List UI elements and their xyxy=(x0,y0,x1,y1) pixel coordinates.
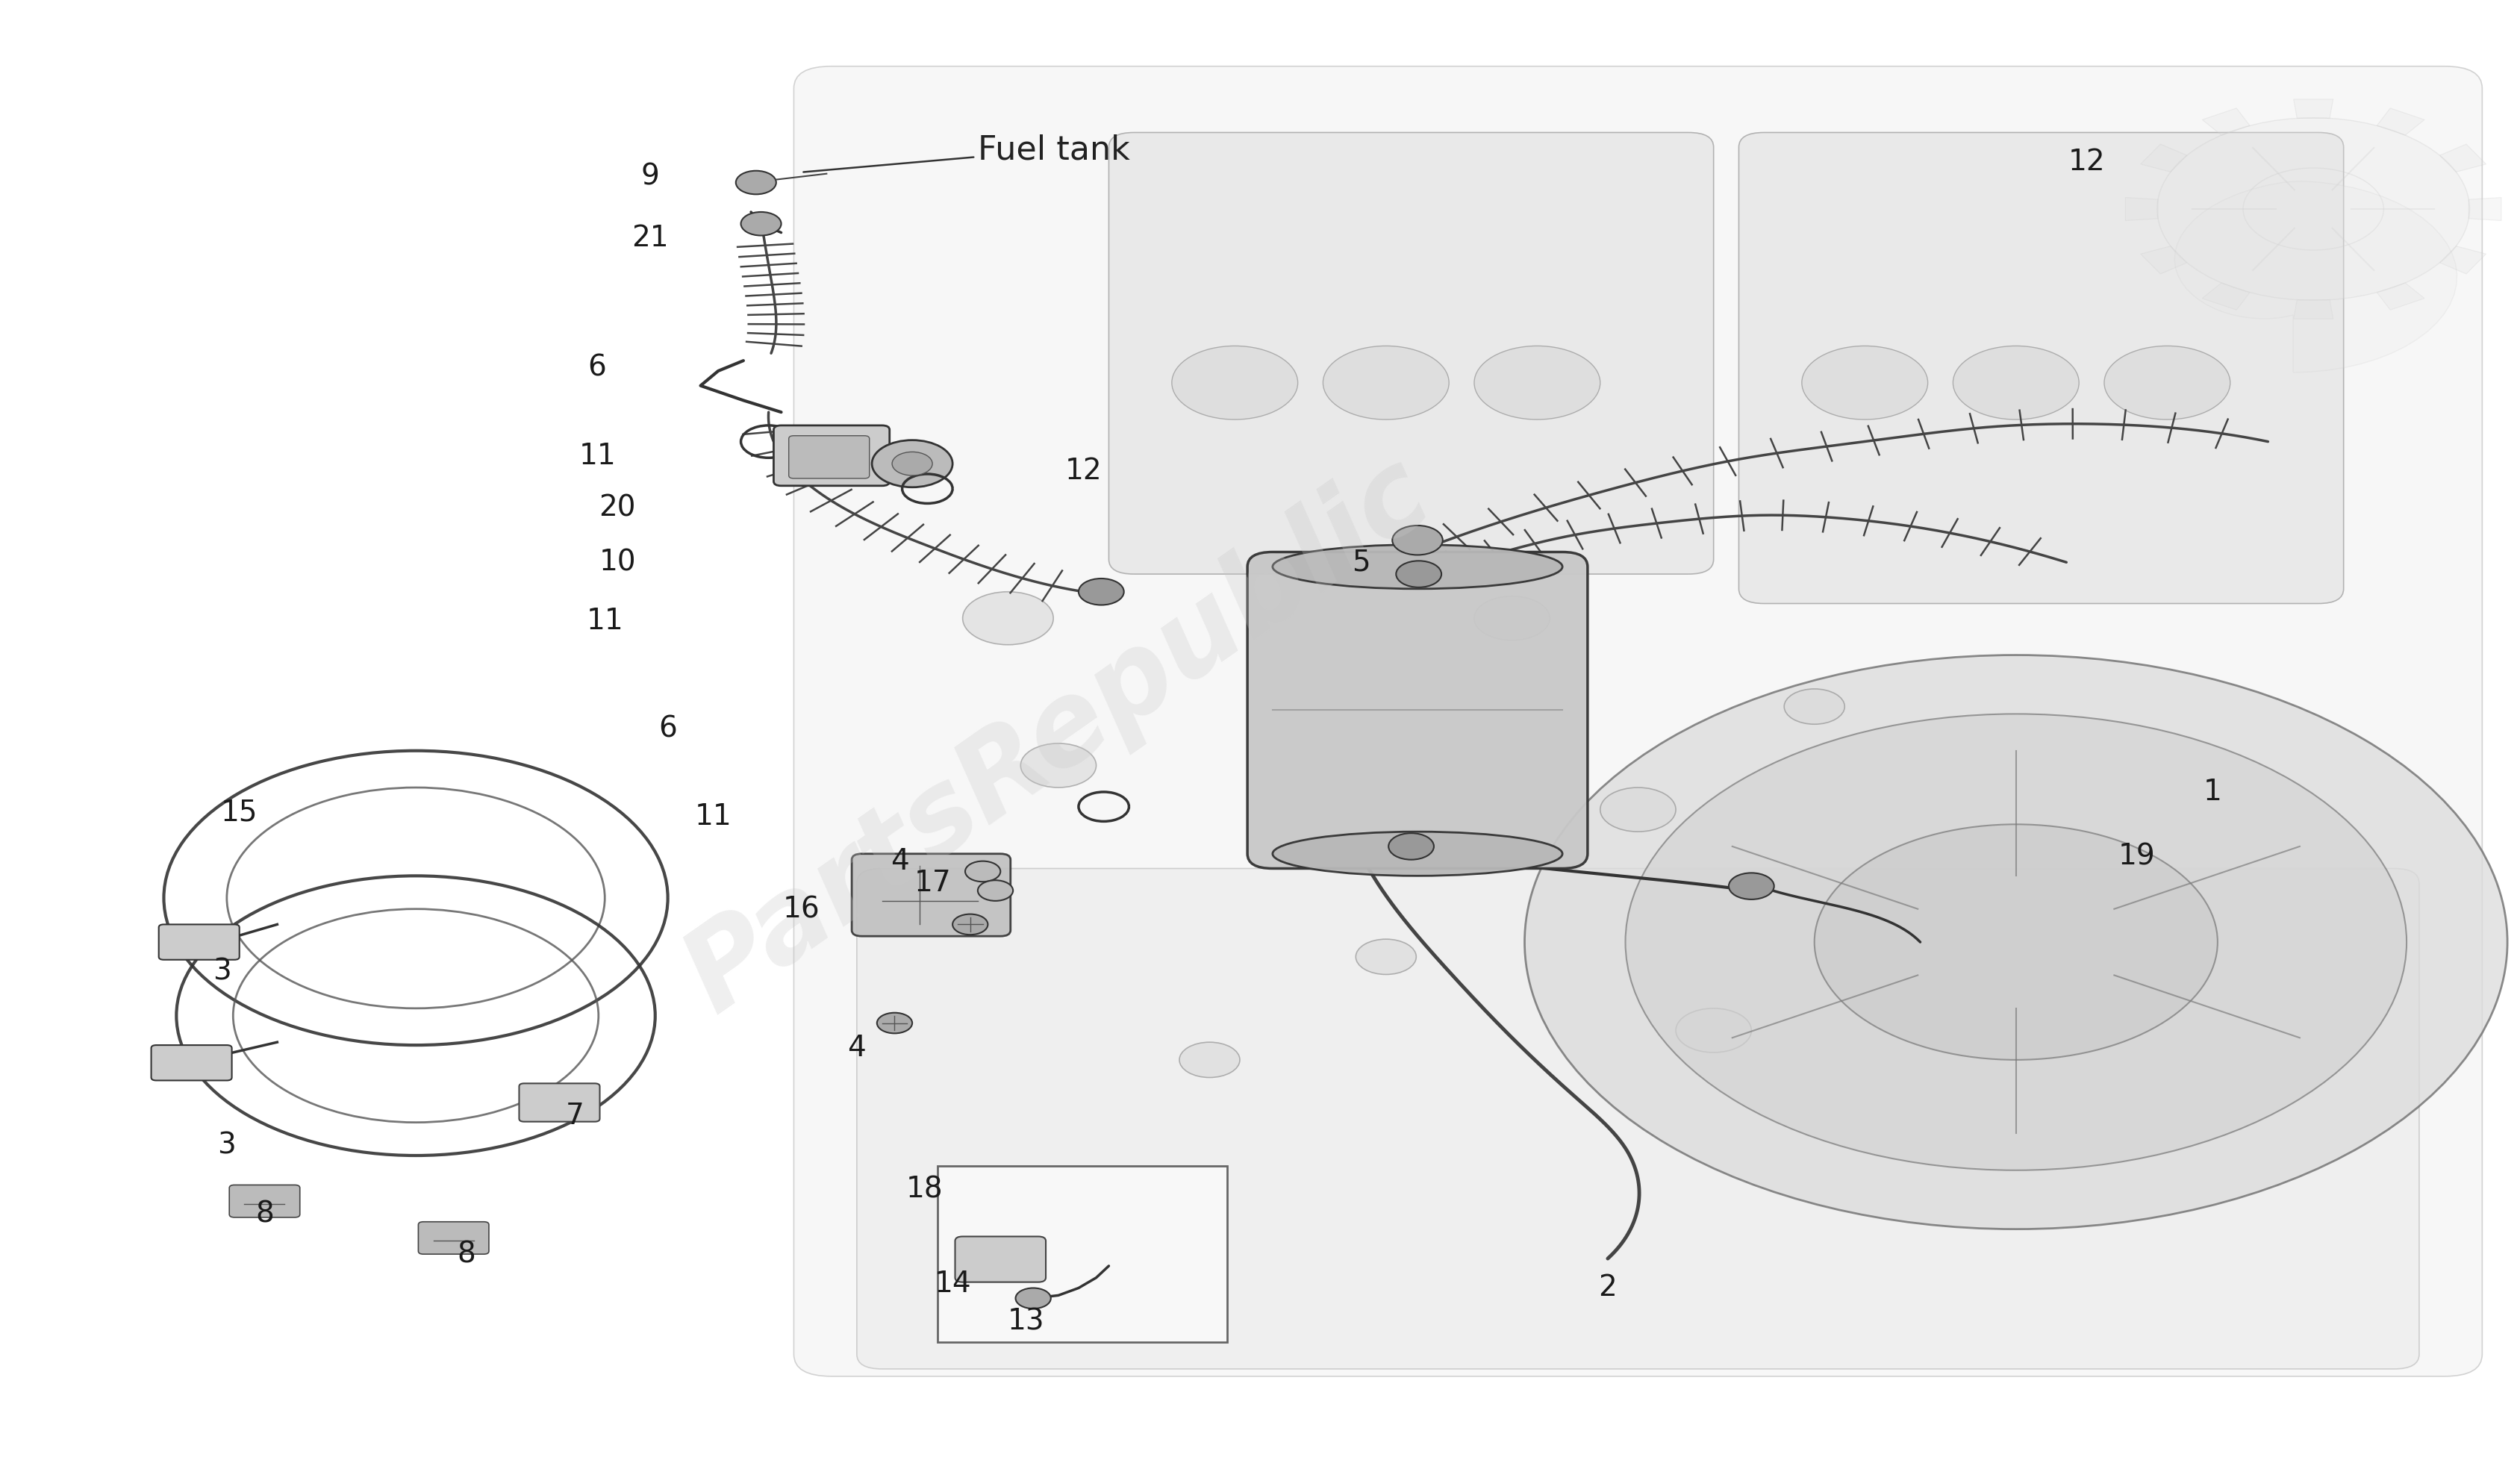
Circle shape xyxy=(963,592,1053,645)
Circle shape xyxy=(1525,655,2507,1229)
Polygon shape xyxy=(2293,99,2334,118)
Text: 13: 13 xyxy=(1008,1307,1043,1337)
Text: 12: 12 xyxy=(2069,147,2104,177)
Circle shape xyxy=(1389,833,1434,860)
Text: 4: 4 xyxy=(890,846,910,876)
Circle shape xyxy=(1784,689,1845,724)
Text: PartsRepublic: PartsRepublic xyxy=(665,437,1452,1035)
Text: 21: 21 xyxy=(633,224,668,253)
Ellipse shape xyxy=(1273,545,1562,589)
Text: 14: 14 xyxy=(935,1269,970,1298)
Polygon shape xyxy=(2376,107,2424,135)
Text: 12: 12 xyxy=(1066,456,1101,486)
Text: 3: 3 xyxy=(217,1130,237,1160)
Circle shape xyxy=(2157,118,2470,300)
Circle shape xyxy=(877,1013,912,1033)
Text: 15: 15 xyxy=(222,798,257,827)
Text: 6: 6 xyxy=(587,353,607,383)
Circle shape xyxy=(1474,346,1600,420)
Text: 20: 20 xyxy=(600,493,635,523)
Text: Fuel tank: Fuel tank xyxy=(804,134,1129,172)
FancyBboxPatch shape xyxy=(852,854,1011,936)
FancyBboxPatch shape xyxy=(857,868,2419,1369)
FancyBboxPatch shape xyxy=(794,66,2482,1376)
Circle shape xyxy=(1016,1288,1051,1309)
Circle shape xyxy=(741,212,781,236)
Circle shape xyxy=(1814,824,2218,1060)
Text: 17: 17 xyxy=(915,868,950,898)
FancyBboxPatch shape xyxy=(1739,132,2344,604)
Text: 1: 1 xyxy=(2202,777,2223,807)
Polygon shape xyxy=(2139,144,2187,172)
Text: 5: 5 xyxy=(1351,548,1371,577)
Polygon shape xyxy=(2470,197,2502,221)
Polygon shape xyxy=(2175,181,2457,372)
FancyBboxPatch shape xyxy=(955,1236,1046,1282)
FancyBboxPatch shape xyxy=(151,1045,232,1080)
Circle shape xyxy=(1802,346,1928,420)
Circle shape xyxy=(1474,596,1550,640)
FancyBboxPatch shape xyxy=(1109,132,1714,574)
Circle shape xyxy=(965,861,1000,882)
FancyBboxPatch shape xyxy=(789,436,869,478)
Polygon shape xyxy=(2293,300,2334,319)
Text: 10: 10 xyxy=(600,548,635,577)
FancyBboxPatch shape xyxy=(519,1083,600,1122)
Circle shape xyxy=(736,171,776,194)
Circle shape xyxy=(892,452,932,475)
Polygon shape xyxy=(2202,283,2250,311)
Polygon shape xyxy=(2139,246,2187,274)
FancyBboxPatch shape xyxy=(774,425,890,486)
FancyBboxPatch shape xyxy=(159,924,239,960)
Circle shape xyxy=(978,880,1013,901)
FancyBboxPatch shape xyxy=(418,1222,489,1254)
Circle shape xyxy=(1625,714,2407,1170)
Text: 7: 7 xyxy=(564,1101,585,1130)
Polygon shape xyxy=(2439,246,2487,274)
Text: 8: 8 xyxy=(456,1239,476,1269)
Text: 3: 3 xyxy=(212,957,232,986)
Text: 11: 11 xyxy=(587,606,622,636)
Ellipse shape xyxy=(1273,832,1562,876)
Text: 11: 11 xyxy=(580,442,615,471)
Circle shape xyxy=(1953,346,2079,420)
Circle shape xyxy=(1179,1042,1240,1078)
Polygon shape xyxy=(2124,197,2157,221)
Text: 16: 16 xyxy=(784,895,819,924)
Circle shape xyxy=(1079,578,1124,605)
Text: 6: 6 xyxy=(658,714,678,743)
FancyBboxPatch shape xyxy=(937,1166,1227,1342)
Circle shape xyxy=(953,914,988,935)
Text: 9: 9 xyxy=(640,162,660,191)
Text: 2: 2 xyxy=(1598,1273,1618,1303)
Circle shape xyxy=(2104,346,2230,420)
Circle shape xyxy=(1729,873,1774,899)
Polygon shape xyxy=(2439,144,2487,172)
Circle shape xyxy=(1021,743,1096,788)
Text: 18: 18 xyxy=(907,1175,942,1204)
Circle shape xyxy=(1323,346,1449,420)
Polygon shape xyxy=(2202,107,2250,135)
Text: 19: 19 xyxy=(2119,842,2155,871)
Circle shape xyxy=(1356,939,1416,974)
FancyBboxPatch shape xyxy=(229,1185,300,1217)
Circle shape xyxy=(1600,788,1676,832)
FancyBboxPatch shape xyxy=(1247,552,1588,868)
Circle shape xyxy=(1172,346,1298,420)
Circle shape xyxy=(1676,1008,1751,1052)
Circle shape xyxy=(1391,526,1441,555)
Polygon shape xyxy=(2376,283,2424,311)
Circle shape xyxy=(872,440,953,487)
Text: 4: 4 xyxy=(847,1033,867,1063)
Circle shape xyxy=(1396,561,1441,587)
Text: 8: 8 xyxy=(255,1200,275,1229)
Text: 11: 11 xyxy=(696,802,731,832)
